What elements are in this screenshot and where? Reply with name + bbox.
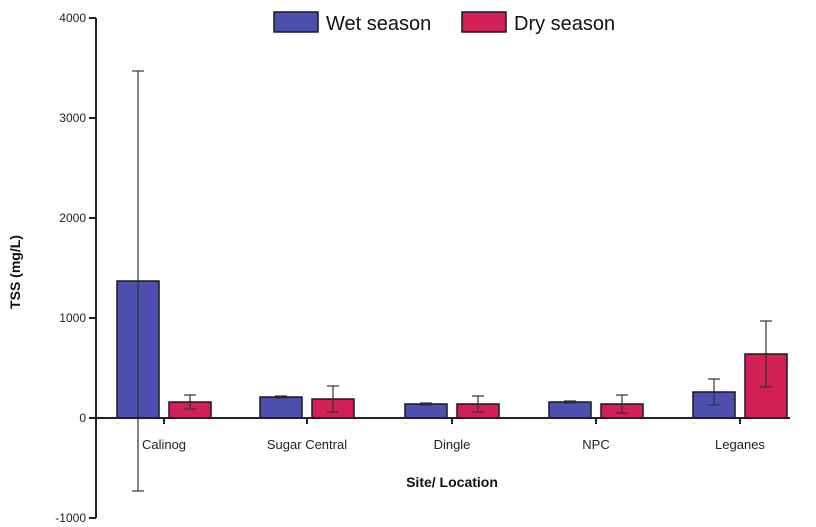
x-tick-label: Sugar Central bbox=[267, 437, 347, 452]
error-bar bbox=[275, 395, 287, 399]
x-tick-label: Calinog bbox=[142, 437, 186, 452]
x-tick-label: Leganes bbox=[715, 437, 765, 452]
y-axis: 4000 3000 2000 1000 0 -1000 bbox=[55, 11, 97, 525]
y-tick-label: 1000 bbox=[59, 311, 86, 325]
legend-label: Dry season bbox=[514, 13, 615, 35]
legend: Wet season Dry season bbox=[273, 11, 615, 35]
bar-wet-dingle bbox=[404, 403, 448, 419]
y-tick-label: 0 bbox=[79, 411, 86, 425]
legend-label: Wet season bbox=[326, 13, 431, 35]
error-bar bbox=[564, 400, 576, 404]
y-tick-label: 3000 bbox=[59, 111, 86, 125]
legend-item: Dry season bbox=[461, 11, 615, 35]
error-bar bbox=[472, 395, 484, 413]
bar-wet-npc bbox=[548, 401, 592, 419]
y-tick-label: 2000 bbox=[59, 211, 86, 225]
bars bbox=[116, 70, 788, 492]
x-tick-label: NPC bbox=[582, 437, 609, 452]
error-bar bbox=[420, 402, 432, 406]
x-axis-title: Site/ Location bbox=[406, 474, 498, 490]
y-axis-title: TSS (mg/L) bbox=[7, 235, 23, 309]
bar-wet-sugar-central bbox=[259, 396, 303, 419]
legend-item: Wet season bbox=[273, 11, 431, 35]
y-tick-label: 4000 bbox=[59, 11, 86, 25]
x-axis: Calinog Sugar Central Dingle NPC Leganes bbox=[96, 417, 790, 452]
legend-swatch bbox=[273, 11, 319, 33]
error-bar bbox=[708, 378, 720, 406]
error-bar bbox=[132, 70, 144, 492]
error-bar bbox=[760, 320, 772, 388]
legend-swatch bbox=[461, 11, 507, 33]
error-bar bbox=[327, 385, 339, 413]
error-bar bbox=[616, 394, 628, 414]
y-tick-label: -1000 bbox=[55, 511, 86, 525]
error-bar bbox=[184, 394, 196, 410]
x-tick-label: Dingle bbox=[434, 437, 471, 452]
